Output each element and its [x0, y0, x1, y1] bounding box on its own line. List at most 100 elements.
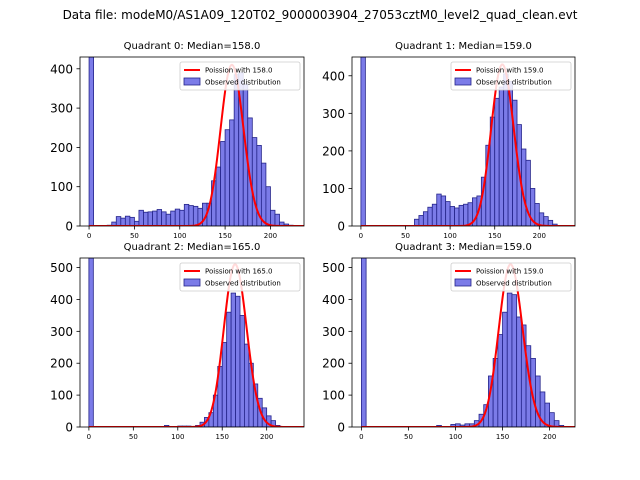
legend-poisson-label: Poission with 165.0: [205, 268, 273, 276]
histogram-bar: [129, 216, 135, 226]
x-tick-label: 0: [87, 232, 91, 240]
histogram-bar: [449, 206, 455, 226]
histogram-bar: [270, 420, 276, 427]
histogram-bar: [251, 137, 258, 226]
legend-observed-label: Observed distribution: [205, 79, 281, 87]
x-tick-label: 100: [443, 232, 456, 240]
x-tick-label: 200: [264, 232, 277, 240]
histogram-bar: [239, 314, 245, 427]
legend-box: [450, 61, 572, 91]
histogram-bar: [516, 316, 522, 427]
histogram-bar: [244, 343, 250, 427]
histogram-bar: [463, 203, 469, 226]
axes-frame: [351, 56, 576, 227]
histogram-bar: [440, 195, 447, 226]
y-tick-label: 300: [322, 107, 345, 121]
histogram-bar: [274, 213, 280, 226]
histogram-bar: [229, 119, 235, 226]
y-tick-label: 400: [322, 293, 345, 307]
y-tick-label: 100: [50, 180, 73, 194]
histogram-bar: [458, 204, 464, 226]
legend: Poission with 165.0 Observed distribution: [179, 262, 301, 292]
histogram-bar: [192, 205, 199, 226]
x-tick-label: 150: [218, 232, 231, 240]
x-tick-label: 200: [543, 433, 556, 441]
x-tick-label: 0: [359, 433, 363, 441]
legend-bar-swatch: [454, 77, 472, 86]
x-tick-label: 100: [173, 232, 186, 240]
x-tick-label: 200: [533, 232, 546, 240]
histogram-bar: [436, 193, 442, 226]
y-tick-label: 400: [322, 69, 345, 83]
histogram-bar: [224, 129, 231, 226]
histogram-bar: [260, 162, 267, 226]
histogram-bar: [422, 211, 429, 226]
x-tick-label: 50: [404, 433, 413, 441]
y-tick-label: 300: [322, 325, 345, 339]
histogram-bar: [454, 207, 460, 226]
histogram-bar: [414, 218, 420, 226]
legend-bar-swatch: [183, 77, 201, 86]
y-tick-label: 400: [50, 62, 73, 76]
histogram-bar: [535, 375, 541, 427]
y-tick-label: 100: [50, 389, 73, 403]
histogram-bar: [503, 73, 509, 226]
x-tick-label: 0: [359, 232, 363, 240]
histogram-bar: [215, 166, 221, 226]
histogram-bar: [152, 210, 158, 226]
histogram-bar: [547, 219, 554, 226]
histogram-bar: [494, 97, 500, 226]
histogram-bar: [183, 203, 190, 226]
histogram-bar: [543, 216, 549, 226]
y-tick-label: 200: [322, 144, 345, 158]
legend-box: [450, 262, 572, 292]
x-tick-label: 50: [130, 232, 139, 240]
y-tick-label: 200: [322, 357, 345, 371]
x-tick-label: 50: [401, 232, 410, 240]
y-tick-label: 100: [322, 182, 345, 196]
legend-poisson-label: Poission with 159.0: [476, 67, 544, 75]
histogram-bar: [233, 74, 240, 226]
histogram-bar: [156, 209, 163, 226]
legend-poisson-label: Poission with 158.0: [205, 67, 273, 75]
poisson-curve: [360, 63, 575, 226]
histogram-bar: [502, 311, 508, 427]
histogram-bar: [170, 210, 176, 226]
histogram-bar: [270, 209, 276, 226]
histogram-bar: [265, 186, 271, 226]
histogram-bar: [188, 205, 194, 226]
histogram-bar: [179, 209, 185, 226]
histogram-bar: [538, 212, 545, 226]
histogram-bar: [431, 203, 438, 226]
x-tick-label: 100: [449, 433, 462, 441]
plot-area: [360, 57, 575, 226]
y-tick-label: 0: [337, 220, 345, 234]
subplot-quadrant-0: 0 50 100 150 200 0 100 200 300 400 Quadrant 0: Med…: [50, 41, 305, 240]
figure-title: Data file: modeM0/AS1A09_120T02_90000039…: [62, 8, 578, 22]
histogram-bar-spike: [360, 57, 366, 226]
x-tick-label: 150: [496, 433, 509, 441]
y-tick-label: 300: [50, 102, 73, 116]
legend-box: [179, 61, 301, 91]
x-tick-label: 100: [171, 433, 184, 441]
histogram-bar: [124, 215, 131, 226]
axes-frame: [351, 257, 576, 428]
subplot-title: Quadrant 1: Median=159.0: [395, 41, 532, 52]
y-tick-label: 500: [322, 261, 345, 275]
subplot-quadrant-2: 0 50 100 150 200 0 100 200 300 400 500 Quadrant 2: …: [50, 242, 305, 441]
histogram-bar: [418, 215, 424, 226]
histogram-bar: [138, 209, 144, 226]
histogram-bar-spike: [88, 258, 94, 427]
histogram-bar: [230, 292, 236, 427]
histogram-bar: [235, 295, 241, 427]
axes-frame: [79, 257, 305, 428]
subplot-title: Quadrant 2: Median=165.0: [124, 242, 261, 253]
histogram-bar: [506, 292, 513, 427]
legend: Poission with 159.0 Observed distribution: [450, 262, 572, 292]
legend-bar-swatch: [454, 278, 472, 287]
histogram-bar: [143, 211, 149, 226]
y-tick-label: 200: [50, 141, 73, 155]
x-tick-label: 0: [87, 433, 91, 441]
legend-bar-swatch: [183, 278, 201, 287]
